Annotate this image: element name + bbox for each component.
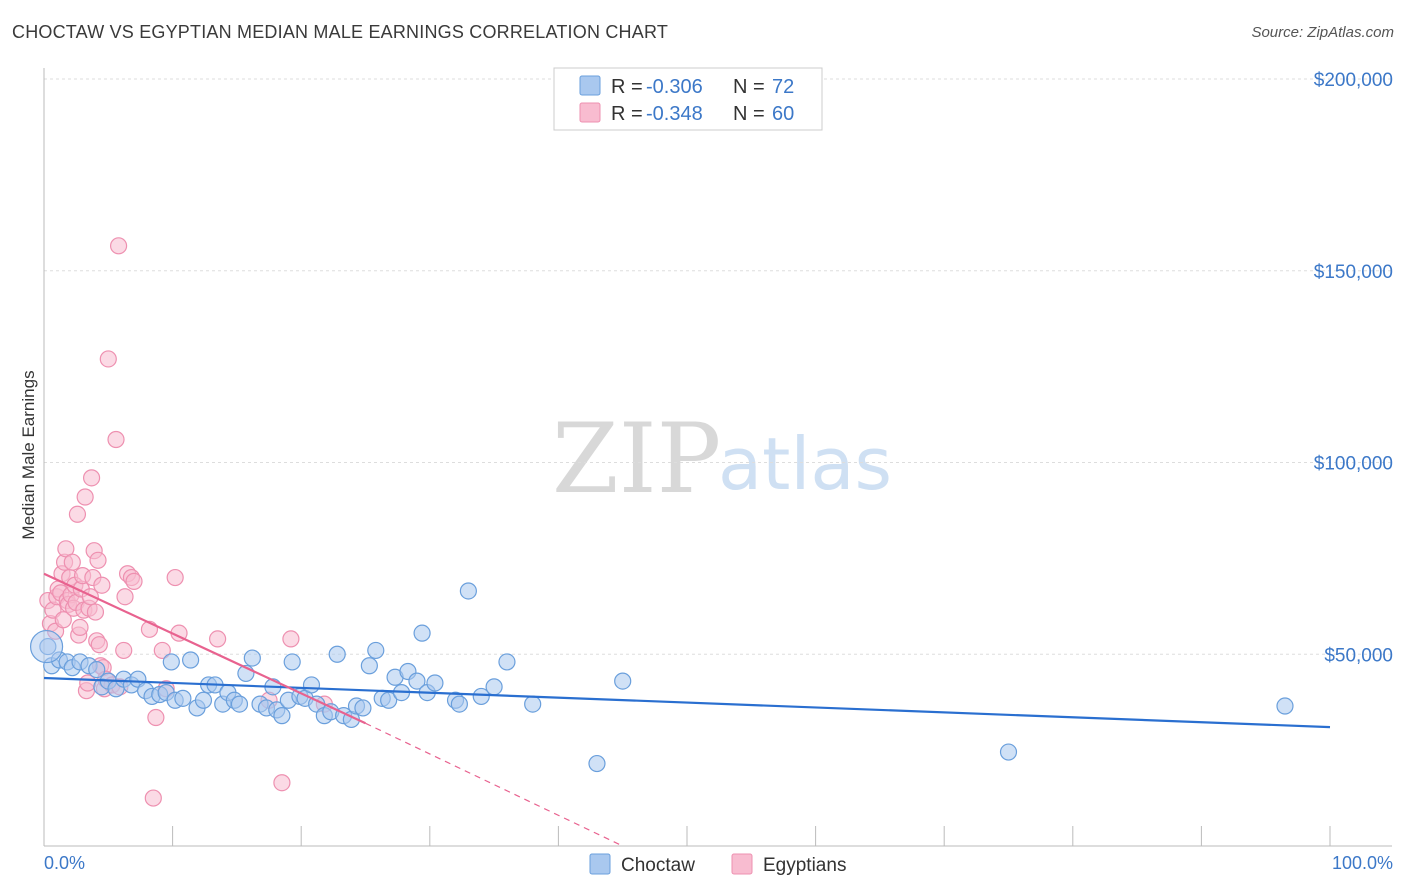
legend-n-label-egyptians: N = — [733, 103, 765, 125]
egyptians-point-19 — [68, 505, 87, 523]
choctaw-point-62 — [450, 695, 468, 713]
egyptians-trend-line — [43, 572, 366, 725]
choctaw-point-41 — [302, 676, 321, 694]
legend-n-label-choctaw: N = — [733, 76, 765, 98]
choctaw-point-45 — [328, 645, 346, 663]
choctaw-point-68 — [588, 754, 606, 773]
choctaw-point-18 — [162, 653, 180, 671]
egyptians-point-30 — [82, 469, 101, 487]
x-ticks — [172, 826, 1331, 846]
bottom-legend-choctaw: Choctaw — [621, 855, 695, 876]
egyptians-trend-extension — [365, 722, 623, 847]
choctaw-point-69 — [614, 672, 632, 690]
choctaw-point-65 — [485, 678, 503, 696]
egyptians-point-21 — [71, 618, 89, 637]
choctaw-point-29 — [230, 695, 249, 713]
egyptians-point-48 — [116, 588, 134, 606]
x-tick-label-end: 100.0% — [1332, 853, 1393, 873]
choctaw-point-67 — [524, 695, 542, 713]
choctaw-point-7 — [88, 660, 106, 679]
legend-r-value-choctaw: -0.306 — [646, 76, 703, 98]
choctaw-point-58 — [413, 624, 431, 642]
y-tick-label-100000: $100,000 — [1314, 454, 1393, 475]
egyptians-point-15 — [63, 553, 81, 571]
egyptians-point-51 — [125, 572, 143, 590]
choctaw-point-70 — [999, 743, 1018, 761]
choctaw-point-71 — [1276, 697, 1294, 715]
egyptians-point-36 — [90, 636, 108, 654]
choctaw-point-36 — [273, 707, 291, 725]
axes — [43, 68, 1392, 847]
legend-r-label-choctaw: R = — [611, 76, 643, 98]
egyptians-point-8 — [54, 611, 72, 629]
choctaw-point-57 — [408, 672, 426, 690]
trend-lines — [43, 572, 1331, 847]
egyptians-point-57 — [166, 568, 184, 587]
y-tick-label-200000: $200,000 — [1314, 70, 1393, 91]
legend-swatch-egyptians — [579, 102, 601, 123]
choctaw-point-31 — [243, 649, 261, 667]
stats-legend: R = -0.306 N = 72 R = -0.348 N = 60 — [553, 67, 823, 131]
choctaw-point-23 — [194, 691, 213, 709]
legend-swatch-choctaw — [579, 75, 601, 96]
legend-n-value-choctaw: 72 — [772, 76, 794, 98]
choctaw-point-large — [29, 629, 64, 664]
egyptians-point-62 — [282, 630, 300, 648]
egyptians-point-33 — [86, 603, 105, 621]
y-axis-label: Median Male Earnings — [19, 370, 38, 539]
watermark-atlas: atlas — [718, 422, 892, 506]
gridlines — [44, 78, 1392, 655]
watermark-zip: ZIP — [552, 403, 721, 515]
source-credit: Source: ZipAtlas.com — [1251, 24, 1394, 41]
choctaw-point-60 — [426, 674, 444, 692]
series-legend: Choctaw Egyptians — [589, 853, 846, 876]
choctaw-point-64 — [472, 687, 490, 706]
egyptians-point-53 — [144, 789, 162, 807]
bottom-legend-swatch-choctaw — [589, 853, 611, 875]
egyptians-point-59 — [209, 630, 227, 648]
y-tick-labels: $50,000 $100,000 $150,000 $200,000 — [1314, 70, 1393, 666]
egyptians-point-25 — [76, 488, 94, 506]
egyptians-point-44 — [107, 430, 125, 449]
legend-n-value-egyptians: 60 — [772, 103, 794, 125]
y-tick-label-50000: $50,000 — [1324, 645, 1393, 666]
bottom-legend-swatch-egyptians — [731, 853, 753, 875]
choctaw-point-50 — [360, 657, 378, 675]
egyptians-point-35 — [89, 551, 107, 569]
choctaw-point-21 — [182, 651, 200, 669]
egyptians-point-55 — [153, 641, 171, 660]
choctaw-point-49 — [354, 699, 372, 717]
legend-r-value-egyptians: -0.348 — [646, 103, 703, 125]
y-tick-label-150000: $150,000 — [1314, 262, 1393, 283]
legend-r-label-egyptians: R = — [611, 103, 643, 125]
egyptians-point-42 — [99, 350, 117, 368]
egyptians-point-61 — [273, 774, 291, 792]
egyptians-point-46 — [109, 237, 128, 255]
choctaw-points — [29, 582, 1294, 773]
egyptians-point-47 — [115, 641, 133, 660]
chart-title: CHOCTAW VS EGYPTIAN MEDIAN MALE EARNINGS… — [12, 22, 669, 42]
choctaw-point-66 — [498, 653, 516, 671]
egyptians-point-54 — [147, 708, 165, 727]
choctaw-point-38 — [283, 653, 301, 671]
choctaw-point-20 — [174, 689, 192, 707]
egyptians-point-38 — [93, 576, 111, 594]
choctaw-trend-line — [43, 676, 1331, 729]
choctaw-point-51 — [367, 641, 385, 660]
choctaw-point-63 — [459, 582, 477, 600]
bottom-legend-egyptians: Egyptians — [763, 855, 846, 876]
x-tick-label-start: 0.0% — [44, 853, 85, 873]
